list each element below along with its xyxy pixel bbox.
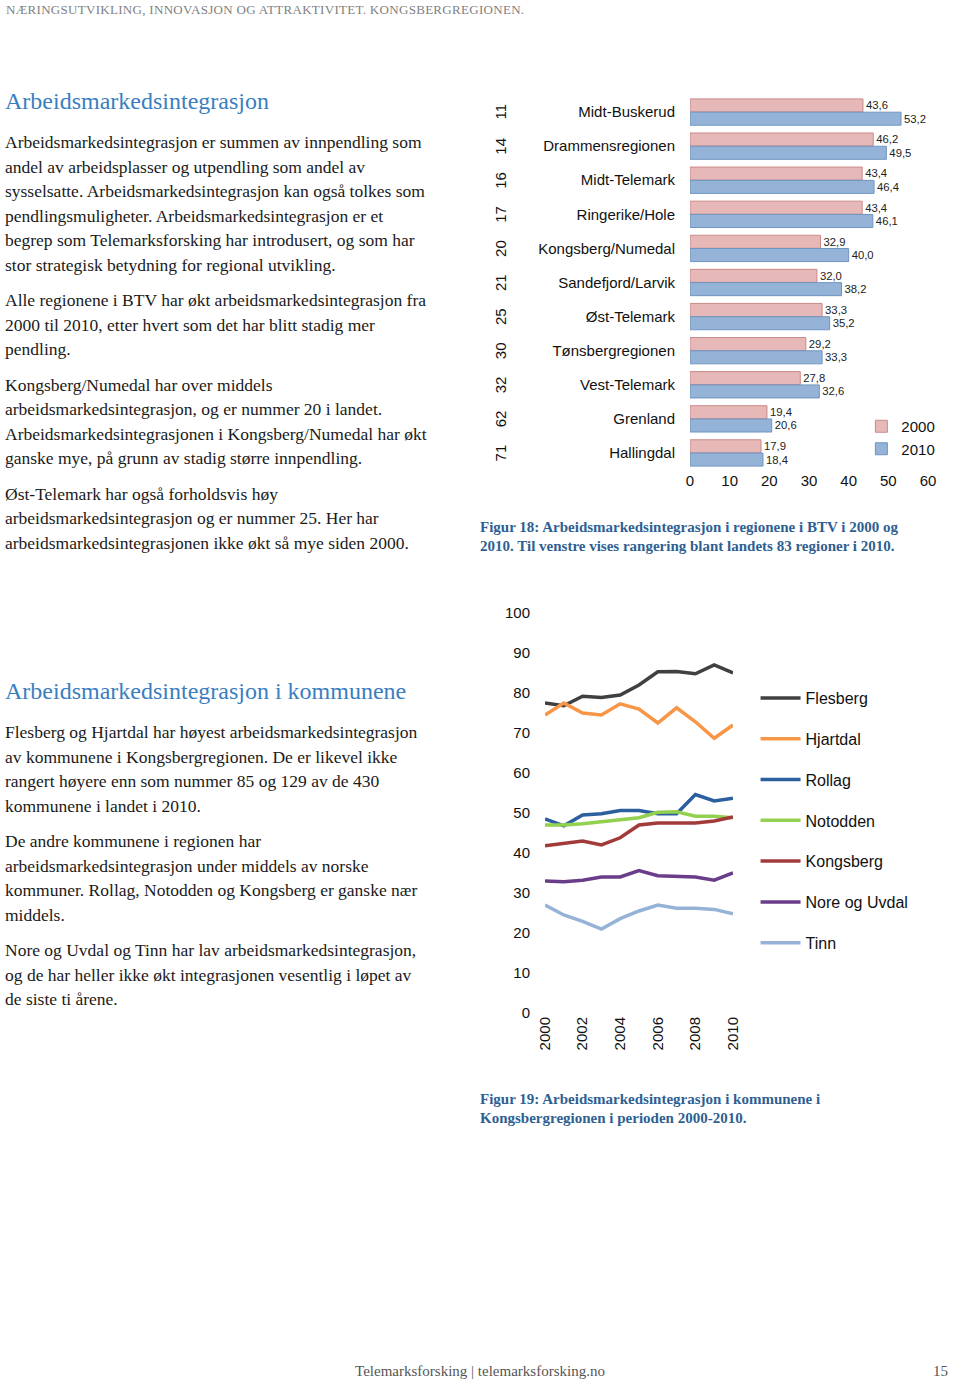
svg-text:29,2: 29,2	[809, 338, 831, 350]
svg-text:Kongsberg/Numedal: Kongsberg/Numedal	[538, 240, 675, 257]
svg-text:2006: 2006	[649, 1017, 666, 1050]
svg-text:32,6: 32,6	[822, 385, 844, 397]
svg-text:62: 62	[492, 411, 509, 428]
svg-text:Nore og Uvdal: Nore og Uvdal	[806, 894, 908, 911]
svg-text:Hallingdal: Hallingdal	[609, 444, 675, 461]
svg-text:35,2: 35,2	[833, 317, 855, 329]
svg-text:20: 20	[513, 924, 530, 941]
svg-text:Øst-Telemark: Øst-Telemark	[586, 308, 676, 325]
svg-text:20,6: 20,6	[775, 419, 797, 431]
html-text:Arbeidsmarkedsintegrasjon er s: Arbeidsmarkedsintegrasjon er summen av i…	[5, 132, 425, 275]
svg-text:30: 30	[492, 342, 509, 359]
svg-text:10: 10	[721, 472, 738, 489]
svg-text:Midt-Telemark: Midt-Telemark	[581, 171, 676, 188]
svg-text:Hjartdal: Hjartdal	[806, 731, 861, 748]
svg-text:49,5: 49,5	[889, 147, 911, 159]
svg-text:71: 71	[492, 445, 509, 462]
svg-text:60: 60	[920, 472, 937, 489]
html-text:Figur 19: Arbeidsmarkedsintegr: Figur 19: Arbeidsmarkedsintegrasjon i ko…	[480, 1091, 821, 1126]
svg-text:25: 25	[492, 308, 509, 325]
svg-text:50: 50	[880, 472, 897, 489]
svg-text:60: 60	[513, 764, 530, 781]
svg-text:32,9: 32,9	[824, 236, 846, 248]
svg-text:43,4: 43,4	[865, 202, 887, 214]
svg-text:33,3: 33,3	[825, 304, 847, 316]
svg-text:2002: 2002	[573, 1017, 590, 1050]
html-text:Flesberg og Hjartdal har høyes: Flesberg og Hjartdal har høyest arbeidsm…	[5, 722, 418, 816]
html-text:NÆRINGSUTVIKLING, INNOVASJON O: NÆRINGSUTVIKLING, INNOVASJON OG ATTRAKTI…	[6, 2, 525, 17]
svg-text:14: 14	[492, 138, 509, 155]
svg-text:Notodden: Notodden	[806, 813, 875, 830]
svg-text:16: 16	[492, 172, 509, 189]
svg-text:40,0: 40,0	[852, 249, 874, 261]
svg-text:2010: 2010	[901, 441, 934, 458]
svg-text:40: 40	[840, 472, 857, 489]
svg-text:Kongsberg: Kongsberg	[806, 853, 883, 870]
svg-text:43,4: 43,4	[865, 167, 887, 179]
svg-text:38,2: 38,2	[845, 283, 867, 295]
svg-text:17,9: 17,9	[764, 440, 786, 452]
svg-text:80: 80	[513, 684, 530, 701]
svg-text:Grenland: Grenland	[613, 410, 675, 427]
svg-text:46,4: 46,4	[877, 181, 899, 193]
svg-text:33,3: 33,3	[825, 351, 847, 363]
svg-text:46,1: 46,1	[876, 215, 898, 227]
svg-text:Drammensregionen: Drammensregionen	[543, 137, 675, 154]
html-text:Telemarksforsking | telemarksf: Telemarksforsking | telemarksforsking.no	[355, 1363, 605, 1379]
svg-text:40: 40	[513, 844, 530, 861]
svg-text:Flesberg: Flesberg	[806, 690, 868, 707]
svg-text:Tønsbergregionen: Tønsbergregionen	[552, 342, 675, 359]
svg-text:90: 90	[513, 644, 530, 661]
html-text:15: 15	[933, 1363, 948, 1379]
svg-text:70: 70	[513, 724, 530, 741]
svg-text:Sandefjord/Larvik: Sandefjord/Larvik	[558, 274, 675, 291]
svg-text:27,8: 27,8	[803, 372, 825, 384]
svg-text:Midt-Buskerud: Midt-Buskerud	[578, 103, 675, 120]
svg-text:30: 30	[801, 472, 818, 489]
svg-text:20: 20	[761, 472, 778, 489]
html-text:Nore og Uvdal og Tinn har lav: Nore og Uvdal og Tinn har lav arbeidsmar…	[5, 940, 417, 1009]
svg-text:20: 20	[492, 240, 509, 257]
svg-text:19,4: 19,4	[770, 406, 792, 418]
html-text:De andre kommunene i regionen: De andre kommunene i regionen har arbeid…	[5, 831, 418, 925]
svg-text:2000: 2000	[901, 418, 934, 435]
svg-text:21: 21	[492, 274, 509, 291]
html-text:Alle regionene i BTV har økt a: Alle regionene i BTV har økt arbeidsmark…	[5, 290, 426, 359]
svg-text:30: 30	[513, 884, 530, 901]
html-text:Arbeidsmarkedsintegrasjon i ko: Arbeidsmarkedsintegrasjon i kommunene	[5, 678, 407, 704]
svg-text:18,4: 18,4	[766, 454, 788, 466]
svg-text:50: 50	[513, 804, 530, 821]
svg-text:17: 17	[492, 206, 509, 223]
svg-text:53,2: 53,2	[904, 113, 926, 125]
svg-text:46,2: 46,2	[876, 133, 898, 145]
html-text:Øst-Telemark har også forholds: Øst-Telemark har også forholdsvis høy ar…	[5, 483, 409, 553]
svg-text:32,0: 32,0	[820, 270, 842, 282]
svg-text:Ringerike/Hole: Ringerike/Hole	[577, 206, 675, 223]
svg-text:43,6: 43,6	[866, 99, 888, 111]
svg-text:0: 0	[686, 472, 694, 489]
svg-text:2010: 2010	[724, 1017, 741, 1050]
svg-text:32: 32	[492, 377, 509, 394]
svg-text:Tinn: Tinn	[806, 935, 837, 952]
svg-text:2004: 2004	[611, 1017, 628, 1050]
svg-text:11: 11	[492, 104, 509, 120]
svg-text:10: 10	[513, 964, 530, 981]
svg-text:100: 100	[505, 604, 530, 621]
svg-text:2008: 2008	[686, 1017, 703, 1050]
html-text:Kongsberg/Numedal har over mid: Kongsberg/Numedal har over middels arbei…	[5, 374, 427, 468]
svg-text:Rollag: Rollag	[806, 772, 851, 789]
svg-text:Vest-Telemark: Vest-Telemark	[580, 376, 676, 393]
svg-text:2000: 2000	[536, 1017, 553, 1050]
html-text:Figur 18: Arbeidsmarkedsintegr: Figur 18: Arbeidsmarkedsintegrasjon i re…	[480, 519, 898, 554]
svg-text:0: 0	[522, 1004, 530, 1021]
html-text:Arbeidsmarkedsintegrasjon: Arbeidsmarkedsintegrasjon	[5, 88, 269, 114]
